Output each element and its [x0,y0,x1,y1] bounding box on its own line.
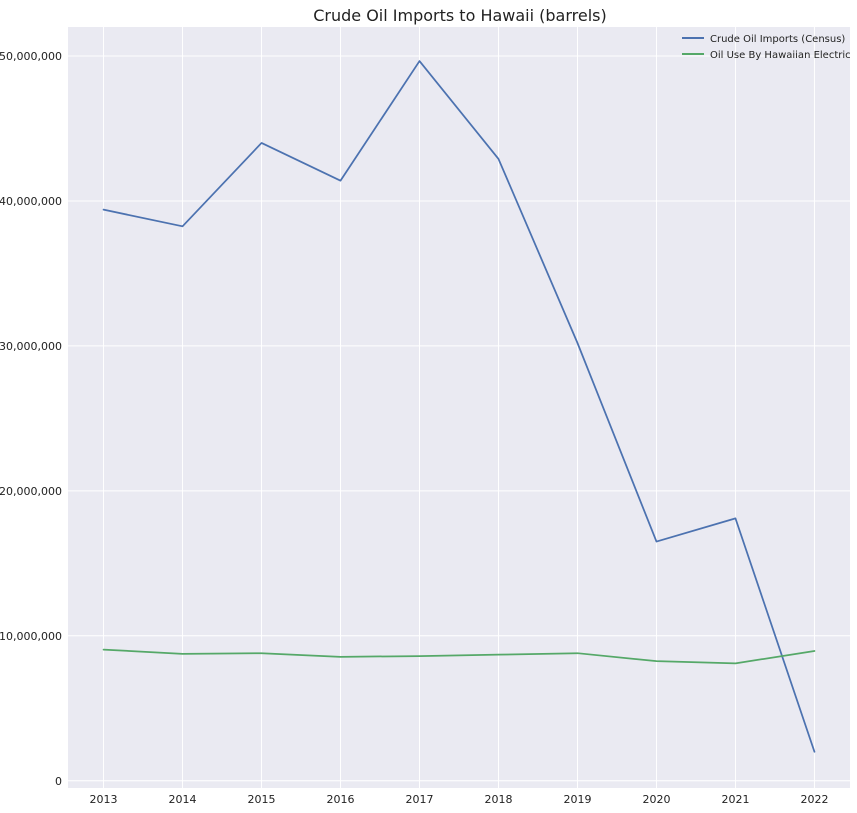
legend-label: Oil Use By Hawaiian Electric [710,50,851,61]
y-tick-labels: 0 10,000,000 20,000,000 30,000,000 40,000,00… [0,50,62,788]
x-tick-label: 2013 [90,793,118,806]
plot-background [68,27,850,788]
y-tick-label: 50,000,000 [0,50,62,63]
y-tick-label: 0 [55,775,62,788]
x-tick-label: 2015 [248,793,276,806]
x-tick-label: 2018 [484,793,512,806]
x-tick-label: 2017 [406,793,434,806]
y-tick-label: 40,000,000 [0,195,62,208]
x-tick-label: 2022 [800,793,828,806]
y-tick-label: 30,000,000 [0,340,62,353]
x-tick-label: 2014 [169,793,197,806]
series-lines [102,60,816,753]
legend: Crude Oil Imports (Census) Oil Use By Haw… [682,34,851,61]
x-tick-label: 2019 [563,793,591,806]
x-tick-label: 2020 [642,793,670,806]
x-tick-label: 2016 [327,793,355,806]
y-tick-label: 10,000,000 [0,630,62,643]
chart-title: Crude Oil Imports to Hawaii (barrels) [313,6,607,25]
series-line-1 [102,60,816,753]
x-tick-label: 2021 [721,793,749,806]
y-tick-label: 20,000,000 [0,485,62,498]
x-tick-labels: 2013 2014 2015 2016 2017 2018 2019 2020 2021 2022 [90,793,829,806]
series-line-2 [102,648,816,665]
legend-label: Crude Oil Imports (Census) [710,34,845,45]
